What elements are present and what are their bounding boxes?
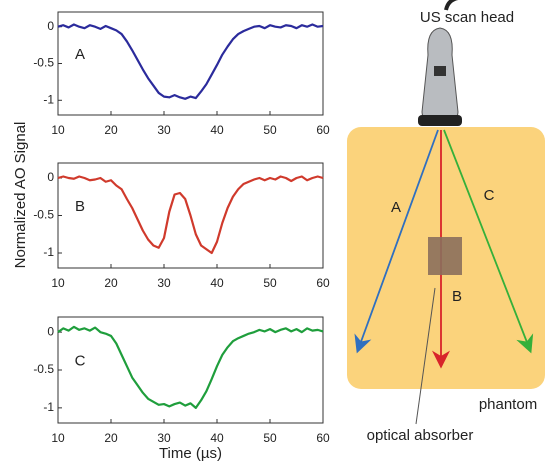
y-tick-label: -1: [43, 92, 54, 106]
scan-head-button: [434, 66, 446, 76]
diagram: US scan head A B C phantom optical absor…: [347, 0, 545, 444]
absorber: [428, 237, 462, 275]
panel-label: C: [75, 352, 86, 369]
y-tick-label: 0: [47, 324, 54, 338]
x-tick-label: 20: [104, 276, 118, 290]
x-axis-label: Time (µs): [159, 445, 222, 462]
panel-label: B: [75, 198, 85, 215]
y-tick-label: -1: [43, 400, 54, 414]
plot-area: [58, 317, 323, 423]
x-tick-label: 40: [210, 276, 224, 290]
x-tick-label: 50: [263, 123, 277, 137]
y-tick-label: -1: [43, 245, 54, 259]
x-tick-label: 60: [316, 276, 330, 290]
scan-head-tip: [418, 115, 462, 126]
x-tick-label: 40: [210, 123, 224, 137]
x-tick-label: 10: [51, 123, 65, 137]
y-axis-label: Normalized AO Signal: [12, 122, 29, 269]
scan-head-label: US scan head: [420, 9, 514, 26]
panel-label: A: [75, 46, 85, 63]
x-tick-label: 40: [210, 431, 224, 445]
y-tick-label: 0: [47, 19, 54, 33]
x-tick-label: 30: [157, 431, 171, 445]
x-tick-label: 50: [263, 276, 277, 290]
x-tick-label: 30: [157, 123, 171, 137]
phantom-label: phantom: [479, 396, 537, 413]
y-tick-label: -0.5: [33, 362, 54, 376]
x-tick-label: 50: [263, 431, 277, 445]
x-tick-label: 60: [316, 431, 330, 445]
beam-label: B: [452, 288, 462, 305]
absorber-label: optical absorber: [367, 427, 474, 444]
beam-label: A: [391, 199, 401, 216]
figure: US scan head A B C phantom optical absor…: [0, 0, 551, 470]
beam-label: C: [484, 187, 495, 204]
x-tick-label: 10: [51, 276, 65, 290]
x-tick-label: 10: [51, 431, 65, 445]
y-tick-label: 0: [47, 170, 54, 184]
y-tick-label: -0.5: [33, 208, 54, 222]
x-tick-label: 30: [157, 276, 171, 290]
x-tick-label: 20: [104, 431, 118, 445]
x-tick-label: 20: [104, 123, 118, 137]
x-tick-label: 60: [316, 123, 330, 137]
y-tick-label: -0.5: [33, 56, 54, 70]
